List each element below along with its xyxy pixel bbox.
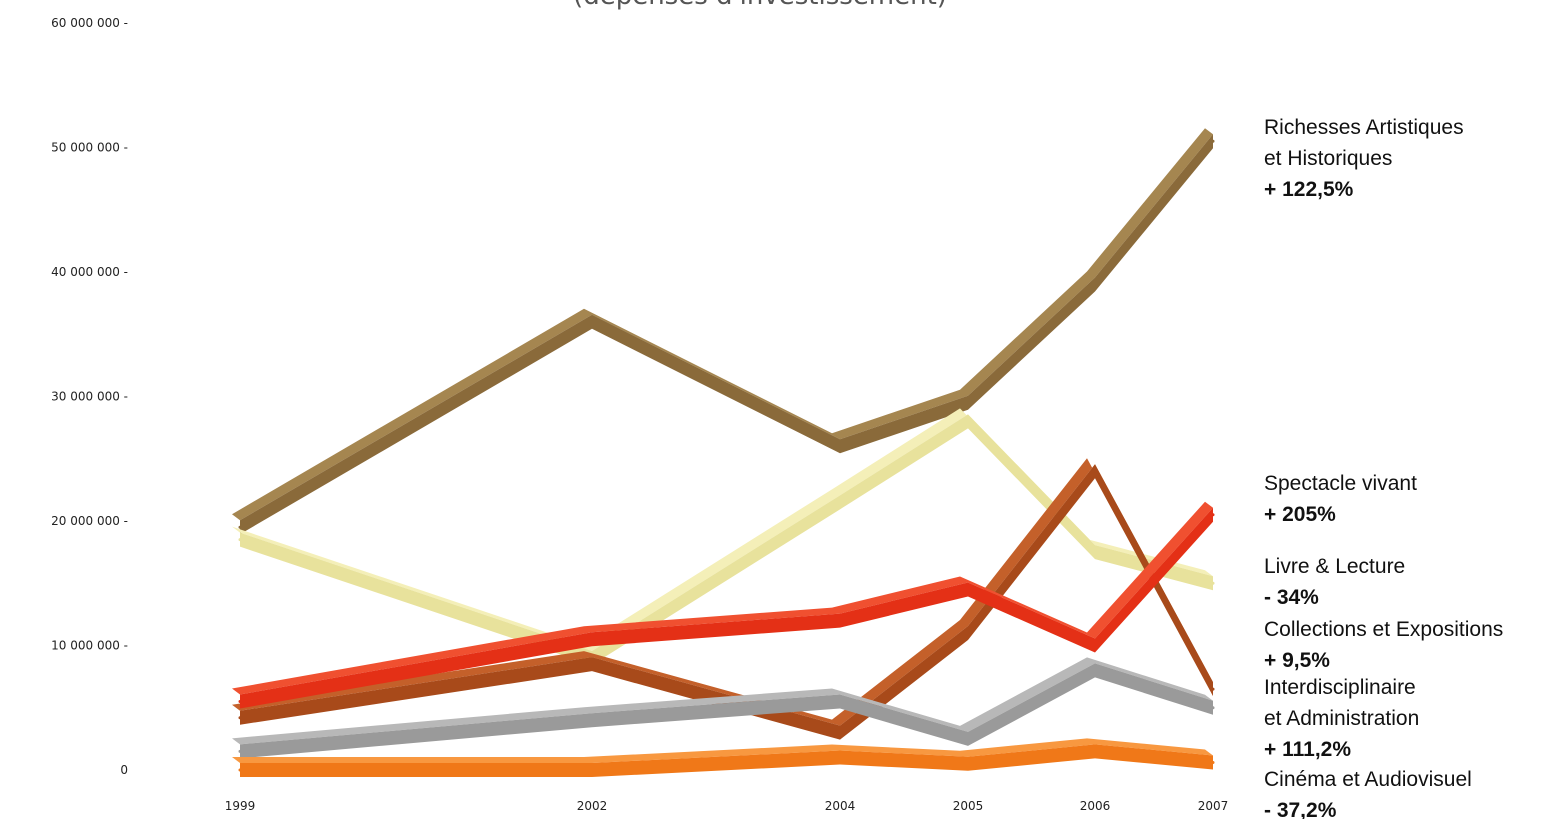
series-cinema [232,738,1215,777]
data-point [590,662,594,666]
data-point [838,731,842,735]
data-point [1093,668,1097,672]
data-point [1093,644,1097,647]
data-point [238,768,242,772]
series-collections-depth [232,501,1213,695]
y-tick-label: 60 000 000 - [51,16,128,30]
data-point [838,500,842,504]
legend-item-spectacle: Spectacle vivant + 205% [1264,472,1417,526]
data-point [966,401,970,405]
y-tick-label: 40 000 000 - [51,265,128,279]
legend-item-livre: Livre & Lecture - 34% [1264,555,1405,609]
data-point [1211,581,1215,585]
x-tick-label: 2005 [953,799,984,813]
data-point [838,444,842,448]
chart-title: (dépenses d'investissement) [573,0,947,11]
series-interdisciplinaire [232,657,1215,759]
y-tick-label: 0 [120,763,128,777]
data-point [838,700,842,704]
x-tick-label: 1999 [225,799,256,813]
legend-label: Livre & Lecture [1264,555,1405,578]
data-point [1211,687,1215,691]
legend-label: Cinéma et Audiovisuel [1264,768,1472,791]
data-point [590,768,594,772]
x-tick-label: 2002 [577,799,608,813]
data-point [966,737,970,741]
legend-item-collections: Collections et Expositions + 9,5% [1264,618,1503,672]
data-point [590,637,594,641]
data-point [838,619,842,623]
data-point [966,419,970,423]
legend-item-interdisciplinaire: Interdisciplinaire et Administration + 111… [1264,676,1419,761]
data-point [590,718,594,722]
data-point [1093,282,1097,286]
data-point [238,700,242,704]
legend: Richesses Artistiques et Historiques + 122… [1264,116,1503,819]
legend-label: Interdisciplinaire [1264,676,1416,699]
legend-change: + 9,5% [1264,649,1330,672]
data-point [1211,513,1215,517]
y-tick-label: 50 000 000 - [51,141,128,155]
data-point [1093,469,1097,473]
legend-change: + 205% [1264,503,1336,526]
legend-change: - 34% [1264,586,1319,609]
legend-change: + 122,5% [1264,178,1354,201]
y-axis: 0 10 000 000 - 20 000 000 - 30 000 000 - 40 … [51,16,128,777]
series-richesses [232,128,1215,535]
series-cinema-ribbon [240,744,1213,777]
series-cinema-depth [232,738,1213,763]
x-tick-label: 2006 [1080,799,1111,813]
legend-item-cinema: Cinéma et Audiovisuel - 37,2% [1264,768,1472,819]
legend-label: Collections et Expositions [1264,618,1503,641]
data-point [1211,139,1215,143]
data-point [1211,706,1215,710]
data-point [1093,550,1097,554]
series-spectacle [232,458,1215,740]
data-point [238,525,242,529]
series-interdisciplinaire-depth [232,657,1213,745]
series-richesses-depth [232,128,1213,521]
data-point [838,756,842,760]
series-collections-ribbon [240,507,1213,709]
data-point [238,749,242,753]
series-group [232,128,1215,777]
legend-label: Spectacle vivant [1264,472,1417,495]
legend-label: Richesses Artistiques [1264,116,1464,139]
y-tick-label: 20 000 000 - [51,514,128,528]
legend-label: et Historiques [1264,147,1392,170]
data-point [238,538,242,542]
series-collections [232,501,1215,709]
data-point [966,587,970,591]
y-tick-label: 30 000 000 - [51,390,128,404]
data-point [1093,749,1097,753]
data-point [238,716,242,720]
x-tick-label: 2007 [1198,799,1229,813]
series-interdisciplinaire-ribbon [240,663,1213,759]
data-point [966,762,970,766]
data-point [590,320,594,324]
x-axis: 1999 2002 2004 2005 2006 2007 [225,799,1229,813]
data-point [966,631,970,635]
x-tick-label: 2004 [825,799,856,813]
legend-label: et Administration [1264,707,1419,730]
series-richesses-ribbon [240,134,1213,535]
legend-change: + 111,2% [1264,738,1351,761]
legend-item-richesses: Richesses Artistiques et Historiques + 122… [1264,116,1464,201]
y-tick-label: 10 000 000 - [51,639,128,653]
data-point [1211,761,1215,765]
legend-change: - 37,2% [1264,799,1337,819]
